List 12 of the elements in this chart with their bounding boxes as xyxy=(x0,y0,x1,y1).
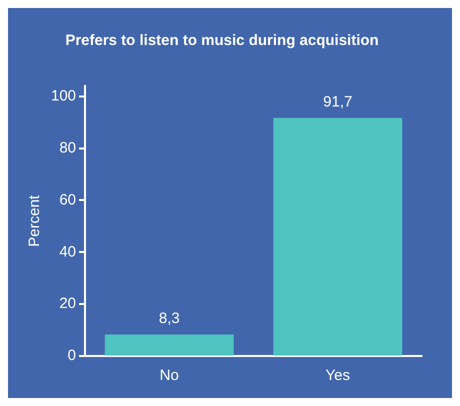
y-tick-label: 40 xyxy=(59,243,76,260)
data-label: 91,7 xyxy=(323,94,352,111)
data-label: 8,3 xyxy=(158,310,180,328)
y-tick-label: 60 xyxy=(59,191,76,208)
y-tick-label: 100 xyxy=(50,88,76,105)
y-tick-label: 0 xyxy=(68,347,76,364)
y-tick-label: 80 xyxy=(59,139,76,156)
y-tick-label: 20 xyxy=(59,295,76,312)
x-tick-label: No xyxy=(160,367,179,384)
y-axis-title: Percent xyxy=(26,194,44,247)
chart-title: Prefers to listen to music during acquisition xyxy=(65,32,379,50)
x-tick-label: Yes xyxy=(326,367,350,384)
